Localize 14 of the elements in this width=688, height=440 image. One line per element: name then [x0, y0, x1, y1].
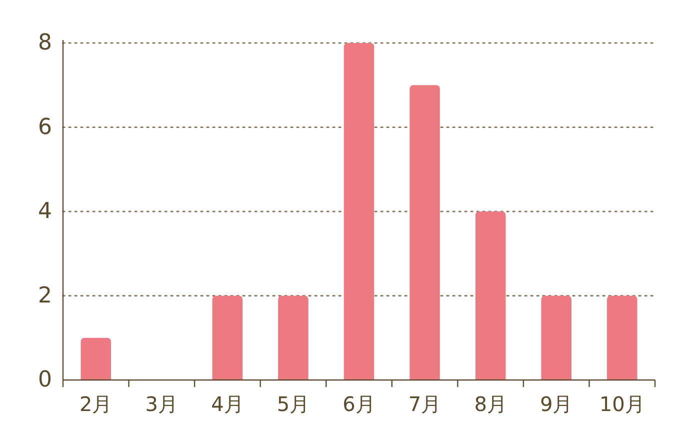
y-tick-label: 2 — [38, 283, 52, 308]
x-tick-label: 5月 — [276, 392, 310, 416]
x-tick-label: 8月 — [474, 392, 507, 416]
x-tick-label: 2月 — [80, 392, 112, 416]
x-tick-label: 3月 — [145, 392, 178, 416]
y-tick-label: 8 — [38, 30, 52, 56]
x-tick-label: 9月 — [540, 392, 573, 416]
x-tick-label: 10月 — [599, 392, 645, 416]
x-tick-label: 4月 — [211, 392, 244, 416]
x-tick-label: 7月 — [408, 392, 442, 416]
y-tick-label: 6 — [38, 114, 52, 140]
x-tick-label: 6月 — [342, 392, 376, 416]
y-tick-label: 4 — [38, 199, 52, 224]
y-tick-label: 0 — [38, 368, 52, 392]
